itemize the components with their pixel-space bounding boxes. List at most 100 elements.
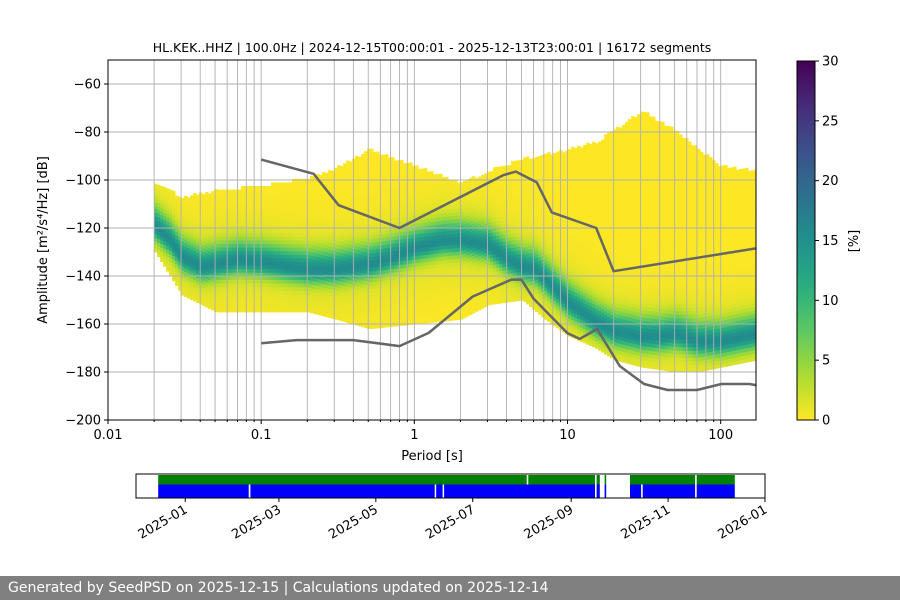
density-cell bbox=[238, 240, 242, 244]
density-cell bbox=[463, 285, 467, 290]
density-cell bbox=[301, 301, 305, 306]
density-cell bbox=[457, 200, 461, 205]
density-cell bbox=[406, 209, 410, 214]
density-cell bbox=[391, 232, 395, 237]
density-cell bbox=[460, 272, 464, 277]
density-cell bbox=[541, 205, 545, 210]
density-cell bbox=[235, 297, 239, 302]
density-cell bbox=[373, 184, 377, 189]
density-cell bbox=[538, 274, 542, 279]
density-cell bbox=[277, 301, 281, 306]
density-cell bbox=[361, 204, 365, 209]
density-cell bbox=[496, 289, 500, 294]
density-cell bbox=[442, 195, 446, 200]
density-cell bbox=[514, 175, 518, 179]
density-cell bbox=[388, 254, 392, 259]
density-cell bbox=[304, 232, 308, 237]
density-cell bbox=[529, 198, 533, 203]
density-cell bbox=[409, 230, 413, 235]
density-cell bbox=[175, 274, 179, 279]
density-cell bbox=[439, 303, 443, 308]
density-cell bbox=[508, 287, 512, 292]
density-cell bbox=[469, 181, 473, 186]
density-cell bbox=[406, 170, 410, 175]
density-cell bbox=[244, 211, 248, 216]
density-cell bbox=[535, 250, 539, 255]
density-cell bbox=[433, 257, 437, 262]
density-cell bbox=[436, 217, 440, 222]
density-cell bbox=[253, 297, 257, 302]
density-cell bbox=[544, 243, 548, 248]
density-cell bbox=[244, 254, 248, 259]
density-cell bbox=[175, 206, 179, 211]
density-cell bbox=[535, 290, 539, 295]
density-cell bbox=[217, 189, 221, 194]
density-cell bbox=[448, 187, 452, 192]
density-cell bbox=[313, 299, 317, 304]
density-cell bbox=[313, 187, 317, 192]
density-cell bbox=[319, 268, 323, 273]
density-cell bbox=[496, 181, 500, 186]
density-cell bbox=[322, 258, 326, 263]
density-cell bbox=[361, 186, 365, 191]
density-cell bbox=[178, 283, 182, 288]
density-cell bbox=[481, 178, 485, 183]
density-cell bbox=[337, 309, 341, 314]
density-cell bbox=[349, 255, 353, 259]
density-cell bbox=[391, 261, 395, 266]
density-cell bbox=[169, 265, 173, 270]
density-cell bbox=[208, 197, 212, 201]
density-cell bbox=[346, 218, 350, 223]
density-cell bbox=[421, 211, 425, 216]
density-cell bbox=[220, 304, 224, 309]
density-cell bbox=[373, 310, 377, 315]
density-cell bbox=[361, 244, 365, 248]
density-cell bbox=[244, 222, 248, 226]
density-cell bbox=[463, 292, 467, 297]
density-cell bbox=[454, 312, 458, 317]
density-cell bbox=[346, 243, 350, 248]
density-cell bbox=[202, 262, 206, 267]
density-cell bbox=[367, 231, 371, 236]
density-cell bbox=[403, 192, 407, 196]
density-cell bbox=[433, 203, 437, 208]
density-cell bbox=[307, 200, 311, 205]
density-cell bbox=[229, 261, 233, 266]
density-cell bbox=[451, 277, 455, 281]
density-cell bbox=[466, 186, 470, 191]
density-cell bbox=[229, 276, 233, 280]
density-cell bbox=[334, 308, 338, 313]
density-cell bbox=[424, 204, 428, 209]
density-cell bbox=[172, 216, 176, 220]
density-cell bbox=[247, 297, 251, 302]
density-cell bbox=[391, 290, 395, 295]
density-cell bbox=[469, 185, 473, 189]
density-cell bbox=[529, 166, 533, 171]
density-cell bbox=[397, 174, 401, 179]
density-cell bbox=[232, 272, 236, 277]
density-cell bbox=[436, 303, 440, 308]
density-cell bbox=[346, 257, 350, 262]
density-cell bbox=[238, 211, 242, 216]
density-cell bbox=[235, 193, 239, 198]
density-cell bbox=[421, 208, 425, 213]
density-cell bbox=[334, 254, 338, 259]
density-cell bbox=[211, 248, 215, 253]
density-cell bbox=[286, 283, 290, 288]
density-cell bbox=[343, 285, 347, 290]
density-cell bbox=[166, 264, 170, 268]
density-cell bbox=[364, 266, 368, 271]
density-cell bbox=[469, 239, 473, 243]
density-cell bbox=[538, 253, 542, 258]
density-cell bbox=[163, 252, 167, 256]
density-cell bbox=[424, 222, 428, 227]
density-cell bbox=[538, 195, 542, 200]
density-cell bbox=[382, 313, 386, 317]
density-cell bbox=[535, 264, 539, 269]
density-cell bbox=[400, 167, 404, 172]
density-cell bbox=[376, 266, 380, 271]
density-cell bbox=[415, 194, 419, 199]
density-cell bbox=[457, 193, 461, 198]
density-cell bbox=[526, 296, 530, 301]
density-cell bbox=[196, 245, 200, 249]
